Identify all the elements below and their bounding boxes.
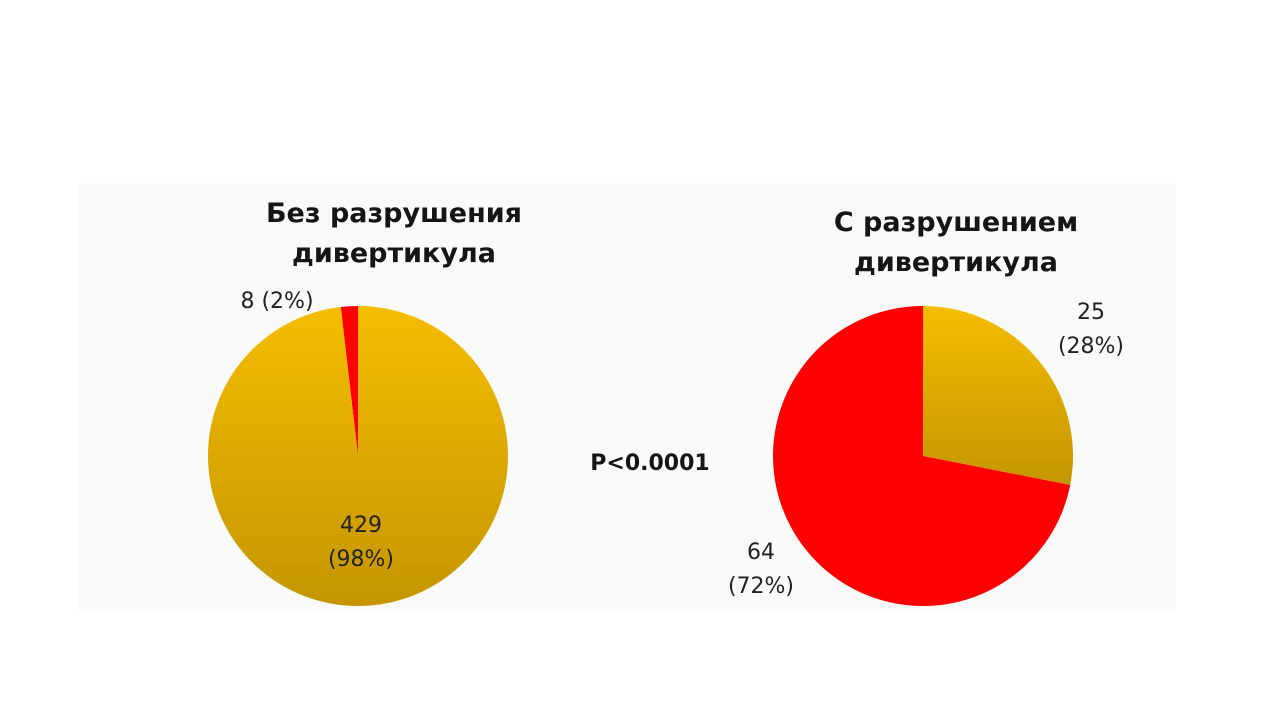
p-value-text: P<0.0001 bbox=[590, 451, 710, 476]
data-label-right-slice-1: 25 (28%) bbox=[1057, 300, 1125, 359]
pie-slice-right-2 bbox=[772, 306, 1071, 606]
data-label-right-slice-2: 64 (72%) bbox=[727, 540, 795, 599]
chart-title-left: Без разрушения дивертикула bbox=[265, 198, 523, 269]
data-label-left-slice-2: 429 (98%) bbox=[327, 513, 395, 572]
pie-chart-left bbox=[207, 305, 508, 607]
chart-title-right: С разрушением дивертикула bbox=[833, 207, 1079, 278]
data-label-left-slice-1: 8 (2%) bbox=[240, 289, 314, 314]
pie-slice-left-2 bbox=[207, 306, 508, 607]
pie-slice-left-1 bbox=[340, 305, 358, 456]
pie-slice-right-1 bbox=[923, 306, 1073, 485]
pie-chart-right bbox=[772, 306, 1073, 606]
